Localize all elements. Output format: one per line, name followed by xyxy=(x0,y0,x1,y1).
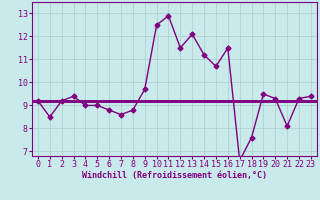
X-axis label: Windchill (Refroidissement éolien,°C): Windchill (Refroidissement éolien,°C) xyxy=(82,171,267,180)
